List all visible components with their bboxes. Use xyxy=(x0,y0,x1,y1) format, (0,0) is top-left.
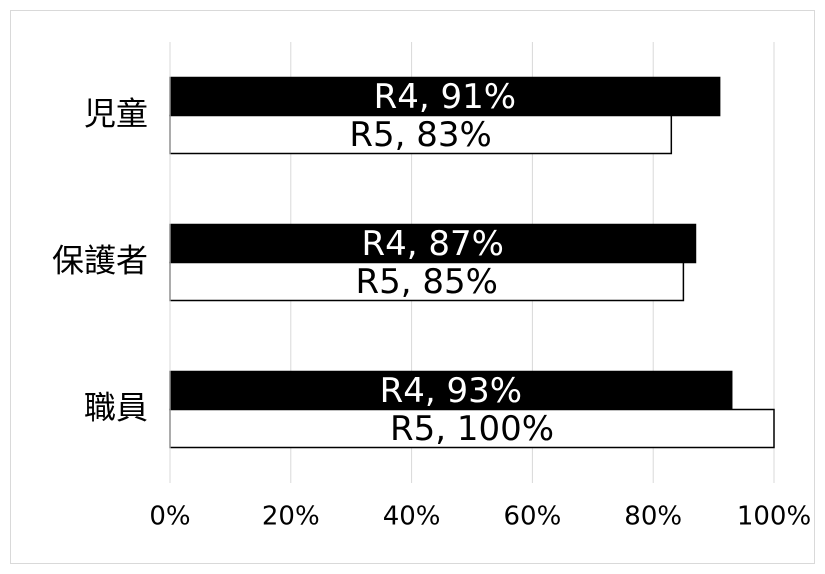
x-tick-label: 80% xyxy=(624,502,682,532)
data-label: R4, 87% xyxy=(362,224,504,264)
data-label: R5, 83% xyxy=(349,115,491,155)
x-tick-label: 100% xyxy=(737,502,811,532)
x-tick-label: 40% xyxy=(383,502,441,532)
bar xyxy=(169,408,775,449)
y-tick-label: 職員 xyxy=(84,389,148,427)
bar xyxy=(169,114,673,155)
bar xyxy=(169,223,697,264)
y-tick-label: 児童 xyxy=(84,95,148,133)
bar xyxy=(169,261,685,302)
x-tick-label: 0% xyxy=(149,502,190,532)
data-label: R5, 85% xyxy=(355,262,497,302)
y-tick-label: 保護者 xyxy=(52,242,148,280)
data-label: R4, 91% xyxy=(374,77,516,117)
bar xyxy=(169,370,733,411)
x-tick-label: 60% xyxy=(504,502,562,532)
x-tick-label: 20% xyxy=(262,502,320,532)
data-label: R5, 100% xyxy=(390,409,554,449)
data-label: R4, 93% xyxy=(380,371,522,411)
